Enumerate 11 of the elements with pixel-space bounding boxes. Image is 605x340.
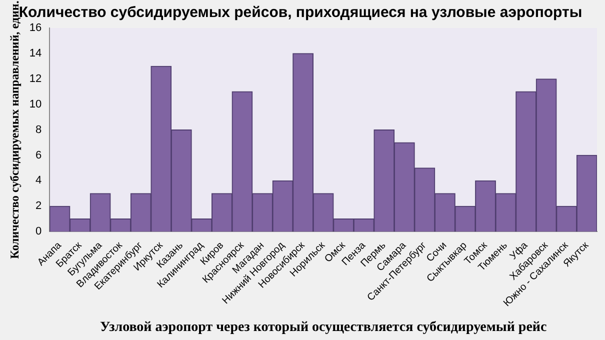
y-tick-label: 4 xyxy=(36,174,42,187)
y-tick-label: 2 xyxy=(36,200,42,212)
y-tick-label: 14 xyxy=(29,47,42,60)
y-tick-label: 16 xyxy=(29,22,42,34)
y-tick-label: 10 xyxy=(29,98,42,110)
y-tick-label: 12 xyxy=(29,72,42,85)
x-axis-title: Узловой аэропорт через который осуществляется субсидируемый рейс xyxy=(100,320,547,336)
y-axis-title: Количество субсидируемых направлений, един. xyxy=(7,0,22,259)
y-tick-label: 6 xyxy=(36,149,42,162)
y-tick-label: 8 xyxy=(36,124,42,136)
y-tick-label: 0 xyxy=(36,226,42,238)
